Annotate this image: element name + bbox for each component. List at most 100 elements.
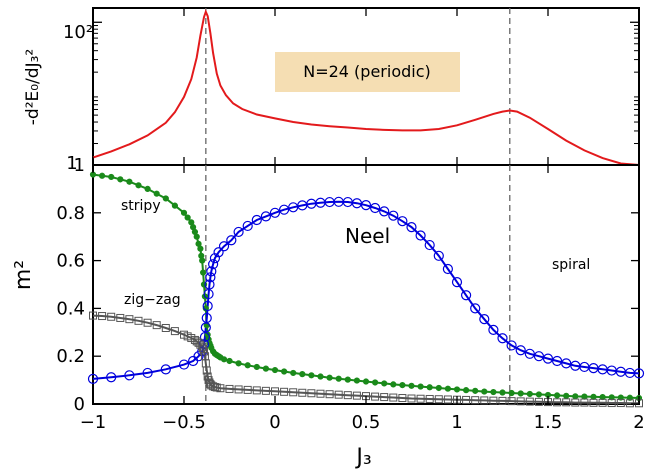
top-y-tick-label: 1 — [66, 153, 77, 174]
x-tick-label: 1 — [451, 412, 462, 433]
data-point-zigzag — [334, 390, 343, 399]
data-point-neel — [204, 279, 215, 290]
data-point-zigzag — [289, 388, 298, 397]
data-point-zigzag — [134, 316, 143, 325]
data-point-neel — [542, 353, 554, 364]
data-point-zigzag — [571, 398, 580, 407]
data-point-neel — [124, 370, 135, 381]
data-point-neel — [415, 230, 426, 241]
data-point-neel — [397, 216, 408, 227]
top-marks — [92, 8, 640, 166]
data-point-neel — [406, 222, 417, 233]
data-point-zigzag — [398, 394, 407, 403]
data-point-zigzag — [298, 388, 307, 397]
data-point-neel — [269, 207, 281, 218]
data-point-stripy — [535, 391, 543, 398]
data-point-stripy — [472, 387, 479, 394]
data-point-zigzag — [170, 327, 179, 336]
data-point-stripy — [599, 393, 606, 401]
data-point-stripy — [193, 233, 200, 240]
data-point-stripy — [184, 214, 191, 221]
data-point-stripy — [108, 173, 115, 181]
data-point-stripy — [463, 387, 470, 394]
data-point-stripy — [526, 390, 533, 398]
data-point-neel — [533, 351, 545, 362]
data-point-stripy — [572, 393, 579, 400]
data-point-neel — [506, 340, 517, 351]
data-point-neel — [379, 206, 390, 217]
label-stripy: stripy — [121, 198, 161, 214]
data-point-stripy — [590, 393, 597, 400]
data-point-zigzag — [534, 397, 543, 406]
data-point-zigzag — [434, 395, 443, 404]
data-point-stripy — [317, 373, 324, 380]
label-neel: Neel — [345, 224, 390, 248]
data-point-stripy — [299, 371, 306, 378]
data-point-zigzag — [416, 394, 425, 403]
data-point-zigzag — [199, 344, 208, 353]
data-point-zigzag — [389, 393, 398, 402]
data-point-zigzag — [462, 395, 471, 404]
data-point-stripy — [126, 178, 133, 185]
y-tick-label: 0.2 — [56, 346, 85, 367]
data-point-neel — [218, 241, 230, 252]
data-point-neel — [251, 214, 262, 226]
data-point-zigzag — [380, 393, 389, 402]
data-point-stripy — [226, 357, 233, 365]
data-point-stripy — [244, 362, 251, 369]
data-point-zigzag — [516, 397, 525, 406]
data-point-zigzag — [562, 398, 571, 407]
data-point-neel — [200, 322, 211, 333]
data-point-neel — [488, 324, 499, 336]
data-point-zigzag — [202, 366, 211, 375]
data-point-zigzag — [234, 385, 243, 394]
data-point-neel — [279, 204, 290, 215]
data-point-neel — [442, 263, 453, 275]
data-point-stripy — [381, 380, 388, 387]
data-point-neel — [199, 331, 211, 343]
data-point-stripy — [444, 385, 452, 392]
top-series-line — [92, 9, 640, 166]
data-point-neel — [633, 368, 645, 379]
data-point-stripy — [197, 245, 204, 252]
bottom-series-line — [92, 314, 639, 405]
data-point-stripy — [271, 366, 279, 374]
data-point-stripy — [308, 372, 315, 379]
data-point-zigzag — [371, 392, 380, 401]
data-point-stripy — [517, 390, 524, 397]
top-y-tick-label: 10² — [63, 22, 93, 43]
data-point-zigzag — [589, 398, 598, 407]
data-point-stripy — [563, 392, 570, 399]
data-point-neel — [205, 272, 216, 283]
data-point-zigzag — [225, 384, 234, 393]
y-tick-label: 0.8 — [56, 203, 85, 224]
data-point-stripy — [426, 384, 433, 391]
data-point-stripy — [372, 379, 379, 386]
data-point-neel — [201, 312, 212, 324]
data-point-neel — [433, 250, 444, 261]
x-tick-label: −0.5 — [162, 412, 206, 433]
data-point-stripy — [417, 383, 424, 390]
data-point-stripy — [390, 381, 397, 388]
data-point-stripy — [399, 382, 406, 389]
label-spiral: spiral — [552, 257, 590, 273]
data-point-zigzag — [316, 389, 325, 398]
data-point-zigzag — [443, 395, 452, 404]
data-point-stripy — [235, 360, 242, 367]
x-tick-label: 1.5 — [534, 412, 563, 433]
data-point-neel — [87, 373, 99, 385]
data-point-neel — [233, 226, 244, 238]
data-point-zigzag — [252, 386, 261, 395]
data-point-stripy — [326, 374, 333, 381]
data-point-neel — [461, 290, 472, 301]
data-point-neel — [198, 339, 210, 350]
label-zigzag: zig−zag — [124, 292, 181, 308]
data-point-zigzag — [625, 399, 634, 408]
data-point-stripy — [281, 368, 288, 375]
data-point-stripy — [353, 377, 361, 384]
bottom-marks — [87, 165, 645, 408]
data-point-stripy — [626, 394, 634, 401]
data-point-neel — [470, 303, 481, 314]
data-point-stripy — [290, 369, 297, 377]
data-point-zigzag — [598, 398, 607, 407]
